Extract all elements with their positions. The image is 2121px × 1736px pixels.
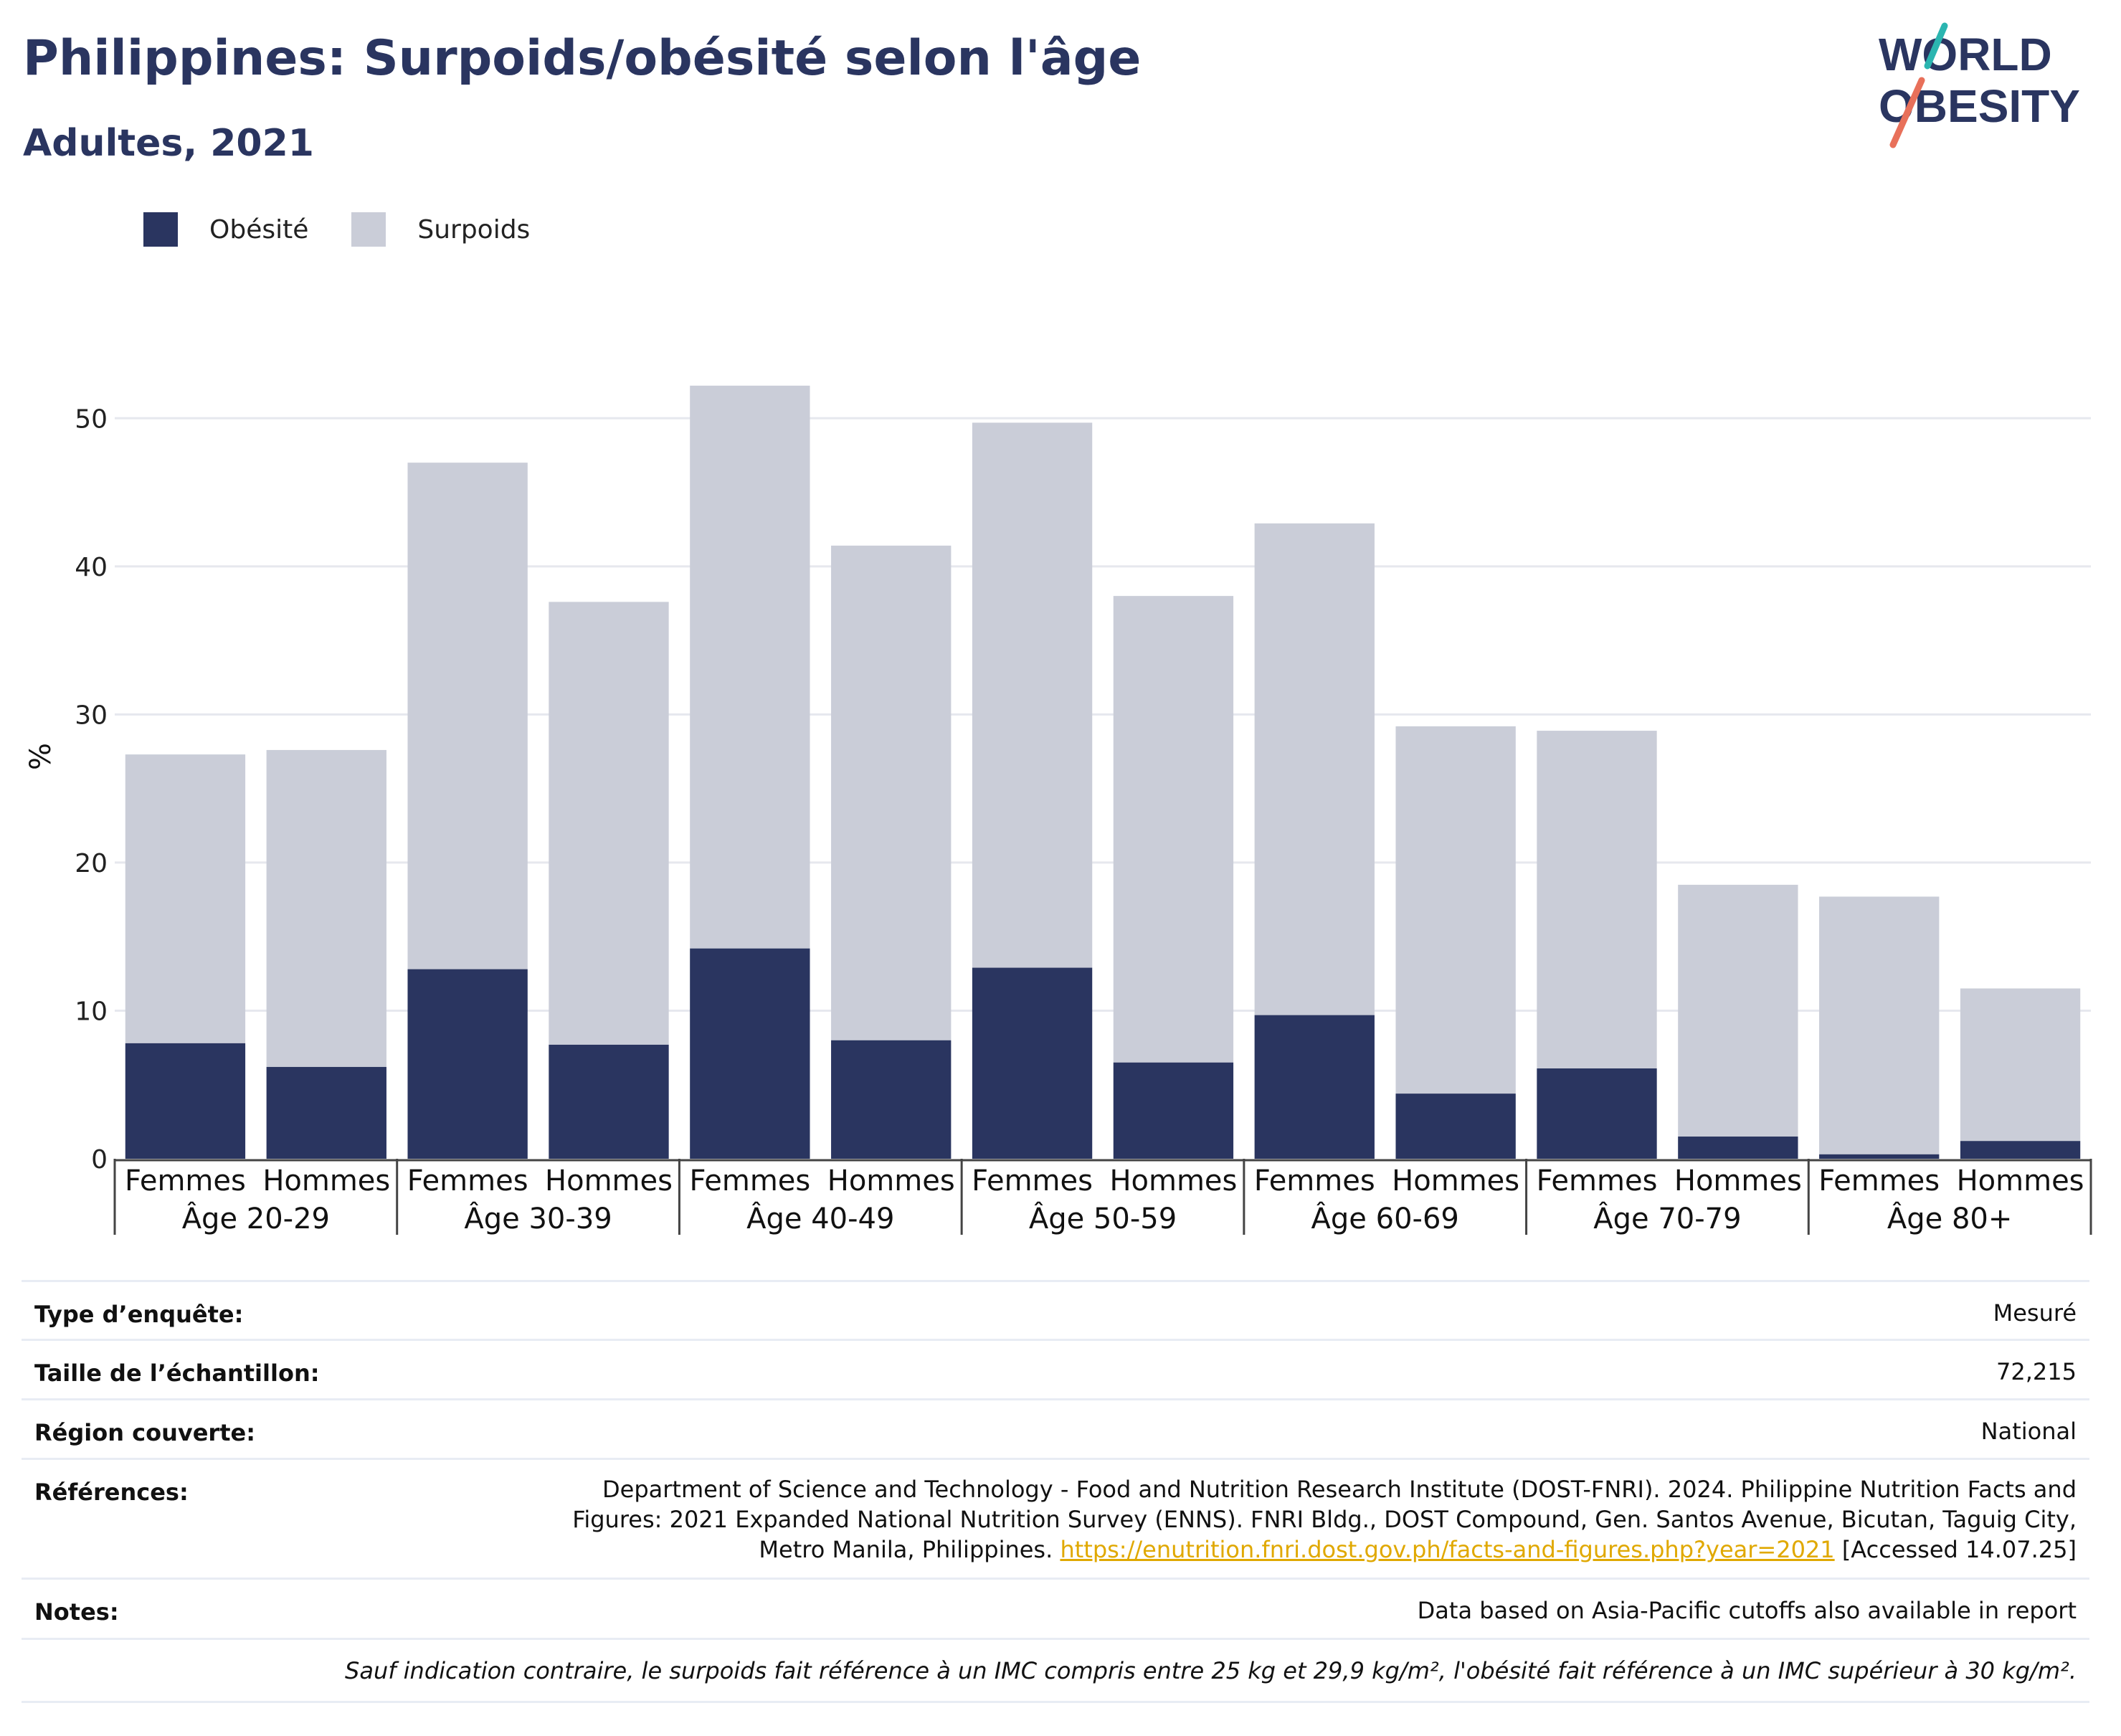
x-subcategory-label: Femmes: [972, 1165, 1093, 1197]
bar-overweight[interactable]: [690, 385, 810, 949]
x-subcategory-label: Femmes: [407, 1165, 528, 1197]
logo-slash-teal: [1924, 22, 1948, 70]
sample-size-label: Taille de l’échantillon:: [34, 1360, 320, 1387]
world-obesity-logo: WORLD OBESITY: [1879, 22, 2080, 148]
references-line-1: Department of Science and Technology - F…: [602, 1476, 2077, 1503]
y-axis-label: %: [24, 743, 57, 770]
bar-obesity[interactable]: [1254, 1015, 1375, 1159]
logo-slash-coral: [1889, 77, 1925, 148]
notes-label: Notes:: [34, 1598, 119, 1626]
bar-overweight[interactable]: [1537, 731, 1657, 1069]
bar-overweight[interactable]: [1113, 596, 1234, 1063]
references-line-2: Figures: 2021 Expanded National Nutritio…: [572, 1506, 2077, 1533]
bar-obesity[interactable]: [690, 948, 810, 1159]
bar-overweight[interactable]: [1678, 884, 1798, 1137]
meta-row-sample-size: Taille de l’échantillon: 72,215: [22, 1339, 2089, 1398]
bar-obesity[interactable]: [1960, 1141, 2081, 1159]
legend-swatch-obesity: [143, 212, 178, 247]
page-subtitle: Adultes, 2021: [23, 122, 314, 165]
x-subcategory-label: Hommes: [827, 1165, 955, 1197]
footnote-text: Sauf indication contraire, le surpoids f…: [345, 1657, 2077, 1684]
bar-overweight[interactable]: [1395, 726, 1516, 1094]
references-line-3: Metro Manila, Philippines. https://enutr…: [572, 1535, 2077, 1565]
bar-obesity[interactable]: [1819, 1154, 1940, 1159]
bar-obesity[interactable]: [549, 1044, 669, 1159]
y-tick-label: 20: [75, 849, 108, 878]
meta-row-region: Région couverte: National: [22, 1398, 2089, 1458]
bar-overweight[interactable]: [831, 545, 952, 1040]
x-subcategory-label: Femmes: [125, 1165, 246, 1197]
x-group-label: Âge 20-29: [182, 1201, 330, 1235]
page-title: Philippines: Surpoids/obésité selon l'âg…: [23, 30, 1142, 87]
region-value: National: [1980, 1418, 2077, 1445]
y-tick-label: 10: [75, 997, 108, 1026]
bar-obesity[interactable]: [972, 967, 1093, 1159]
bars: [125, 385, 2081, 1159]
x-group-label: Âge 80+: [1887, 1201, 2013, 1235]
x-subcategory-label: Hommes: [545, 1165, 673, 1197]
y-tick-label: 40: [75, 553, 108, 582]
y-tick-label: 50: [75, 404, 108, 434]
x-group-label: Âge 60-69: [1311, 1201, 1459, 1235]
bar-obesity[interactable]: [831, 1040, 952, 1159]
x-subcategory-label: Femmes: [689, 1165, 810, 1197]
notes-value: Data based on Asia-Pacific cutoffs also …: [1417, 1597, 2077, 1624]
x-subcategory-label: Femmes: [1254, 1165, 1375, 1197]
meta-row-footnote: Sauf indication contraire, le surpoids f…: [22, 1638, 2089, 1703]
bar-obesity[interactable]: [266, 1066, 386, 1159]
x-subcategory-label: Femmes: [1818, 1165, 1940, 1197]
bar-overweight[interactable]: [1819, 896, 1940, 1154]
survey-type-label: Type d’enquête:: [34, 1301, 244, 1328]
y-axis: 0 10 20 30 40 50: [75, 404, 108, 1175]
logo-text-world: WORLD: [1879, 29, 2052, 80]
x-group-label: Âge 30-39: [464, 1201, 612, 1235]
x-subcategory-label: Hommes: [1957, 1165, 2084, 1197]
y-tick-label: 0: [91, 1145, 108, 1175]
references-line-3-suffix: [Accessed 14.07.25]: [1841, 1536, 2077, 1563]
bar-obesity[interactable]: [1537, 1068, 1657, 1159]
meta-row-references: Références: Department of Science and Te…: [22, 1458, 2089, 1578]
references-value: Department of Science and Technology - F…: [572, 1474, 2077, 1565]
chart-legend: Obésité Surpoids: [143, 212, 573, 247]
region-label: Région couverte:: [34, 1419, 255, 1446]
bar-overweight[interactable]: [266, 749, 386, 1067]
x-group-label: Âge 70-79: [1593, 1201, 1741, 1235]
survey-type-value: Mesuré: [1993, 1299, 2077, 1327]
bar-obesity[interactable]: [1395, 1094, 1516, 1159]
meta-row-notes: Notes: Data based on Asia-Pacific cutoff…: [22, 1578, 2089, 1638]
meta-row-survey-type: Type d’enquête: Mesuré: [22, 1280, 2089, 1339]
x-axis: Femmes Hommes Femmes Hommes Femmes Hommes Femm…: [113, 1159, 2092, 1235]
bar-overweight[interactable]: [549, 602, 669, 1045]
bar-obesity[interactable]: [125, 1043, 246, 1159]
x-subcategory-label: Hommes: [1392, 1165, 1519, 1197]
legend-swatch-overweight: [351, 212, 386, 247]
references-line-3-prefix: Metro Manila, Philippines.: [759, 1536, 1053, 1563]
legend-item-obesity[interactable]: Obésité: [143, 212, 308, 247]
legend-item-overweight[interactable]: Surpoids: [351, 212, 530, 247]
legend-label-obesity: Obésité: [209, 214, 309, 245]
x-subcategory-label: Hommes: [1674, 1165, 1802, 1197]
bar-overweight[interactable]: [1960, 988, 2081, 1142]
references-label: Références:: [34, 1479, 189, 1506]
x-group-label: Âge 50-59: [1029, 1201, 1177, 1235]
x-subcategory-label: Femmes: [1537, 1165, 1658, 1197]
x-group-label: Âge 40-49: [746, 1201, 894, 1235]
bar-obesity[interactable]: [407, 969, 528, 1159]
bar-overweight[interactable]: [972, 422, 1093, 968]
x-subcategory-label: Hommes: [262, 1165, 390, 1197]
sample-size-value: 72,215: [1996, 1358, 2077, 1385]
legend-label-overweight: Surpoids: [417, 214, 531, 245]
y-tick-label: 30: [75, 701, 108, 730]
references-link[interactable]: https://enutrition.fnri.dost.gov.ph/fact…: [1060, 1536, 1835, 1563]
bar-overweight[interactable]: [407, 463, 528, 969]
bar-obesity[interactable]: [1113, 1062, 1234, 1159]
bar-overweight[interactable]: [125, 754, 246, 1043]
bar-obesity[interactable]: [1678, 1137, 1798, 1159]
x-subcategory-label: Hommes: [1109, 1165, 1237, 1197]
bar-overweight[interactable]: [1254, 523, 1375, 1015]
